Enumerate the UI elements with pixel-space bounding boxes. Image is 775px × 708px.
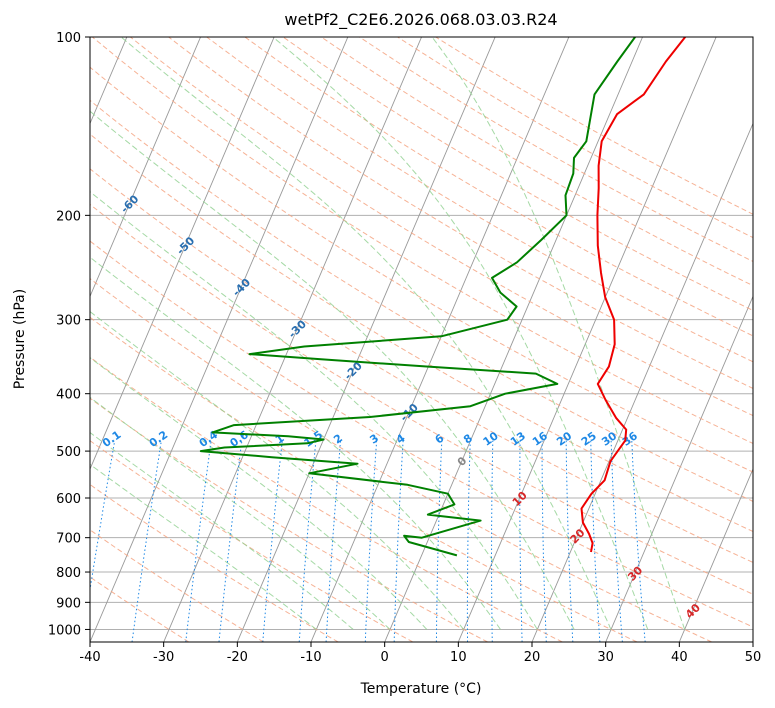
y-tick-label: 200 (56, 209, 81, 224)
y-tick-label: 600 (56, 492, 81, 507)
x-tick-label: 40 (671, 650, 688, 665)
moist-adiabat-line (90, 310, 465, 630)
isotherm-line (457, 37, 717, 642)
mixing-ratio-line (131, 440, 162, 642)
dry-adiabat-line (90, 133, 753, 533)
isotherm-line (384, 37, 644, 642)
y-tick-label: 500 (56, 445, 81, 460)
isotherm-line (0, 10, 65, 642)
mixing-ratio-line (631, 440, 646, 642)
dry-adiabat-line (90, 529, 264, 642)
isotherm-line (310, 37, 570, 642)
y-tick-label: 300 (56, 314, 81, 329)
dewpoint-line (199, 37, 636, 557)
isotherm-line (90, 37, 275, 471)
plot-frame (89, 36, 754, 643)
temperature-line (580, 37, 686, 553)
dry-adiabat-line (90, 99, 753, 502)
moist-adiabat-line (272, 37, 649, 630)
isotherm-line (678, 467, 753, 642)
x-tick-label: 50 (745, 650, 762, 665)
x-axis: -40 -30 -20 -10 0 10 20 30 40 50 (79, 642, 761, 665)
mixing-ratio-line (565, 440, 574, 642)
mixing-ratio-line (491, 440, 494, 642)
moist-adiabat-line (90, 256, 501, 630)
series-layer (199, 37, 686, 557)
x-tick-label: 10 (450, 650, 467, 665)
dry-adiabat-line (320, 37, 753, 287)
moist-adiabat-line (90, 431, 354, 630)
x-tick-label: -30 (153, 650, 174, 665)
mixing-ratio-line (435, 440, 443, 642)
mixing-ratio-line (185, 440, 212, 642)
y-tick-label: 700 (56, 532, 81, 547)
x-axis-label: Temperature (°C) (360, 681, 482, 697)
moist-adiabat-line (90, 463, 317, 630)
chart-title: wetPf2_C2E6.2026.068.03.03.R24 (284, 10, 557, 30)
isotherm-line (531, 122, 753, 642)
y-tick-label: 100 (56, 31, 81, 46)
isotherm-line (752, 640, 753, 642)
x-tick-label: 20 (524, 650, 541, 665)
mixing-ratio-line (466, 440, 471, 642)
y-axis: 100 200 300 400 500 600 700 800 900 1000 (48, 31, 90, 638)
mixing-ratio-line (541, 440, 547, 642)
mixing-ratio-line (90, 440, 116, 593)
isotherm-line (90, 37, 128, 125)
y-tick-label: 900 (56, 596, 81, 611)
moist-adiabat-line (90, 356, 428, 630)
moist-adiabat-line (90, 191, 538, 630)
mixing-ratio-line (610, 440, 623, 642)
x-tick-label: -10 (300, 650, 321, 665)
y-tick-label: 800 (56, 566, 81, 581)
mixing-ratio-line (325, 440, 342, 642)
mixing-ratio-line (262, 440, 283, 642)
x-tick-label: -40 (79, 650, 100, 665)
isotherm-line (90, 37, 202, 298)
y-axis-label: Pressure (hPa) (12, 289, 28, 389)
moist-adiabat-line (431, 37, 686, 630)
x-tick-label: 30 (597, 650, 614, 665)
dry-adiabat-line (90, 316, 638, 642)
plot-background (90, 37, 753, 642)
moist-adiabat-line (120, 37, 612, 630)
dry-adiabat-line (90, 240, 753, 628)
dry-adiabat-line (90, 397, 488, 642)
dry-adiabat-line (90, 356, 563, 642)
moist-adiabat-line (90, 110, 575, 630)
dry-adiabat-line (244, 37, 753, 337)
isotherm-line (90, 37, 349, 642)
isotherm-line (605, 295, 753, 642)
isotherm-label: -80 (6, 109, 29, 132)
mixing-ratio-line (519, 440, 523, 642)
isotherm-line (163, 37, 423, 642)
mixing-ratio-line (364, 440, 378, 642)
mixing-ratio-line (298, 440, 317, 642)
dry-adiabat-line (90, 66, 753, 473)
mixing-ratio-line (393, 440, 404, 642)
isotherm-label: -70 (62, 151, 85, 174)
mixing-ratio-line (590, 440, 601, 642)
x-tick-label: 0 (381, 650, 389, 665)
x-tick-label: -20 (227, 650, 248, 665)
dry-adiabat-line (282, 37, 753, 312)
moist-adiabat-line (90, 396, 391, 630)
y-tick-label: 400 (56, 388, 81, 403)
dry-adiabat-line (90, 483, 339, 642)
background-lines (0, 10, 753, 642)
mixing-ratio-line (218, 440, 243, 642)
isotherm-line (236, 37, 496, 642)
y-tick-label: 1000 (48, 623, 81, 638)
dry-adiabat-line (205, 37, 753, 363)
